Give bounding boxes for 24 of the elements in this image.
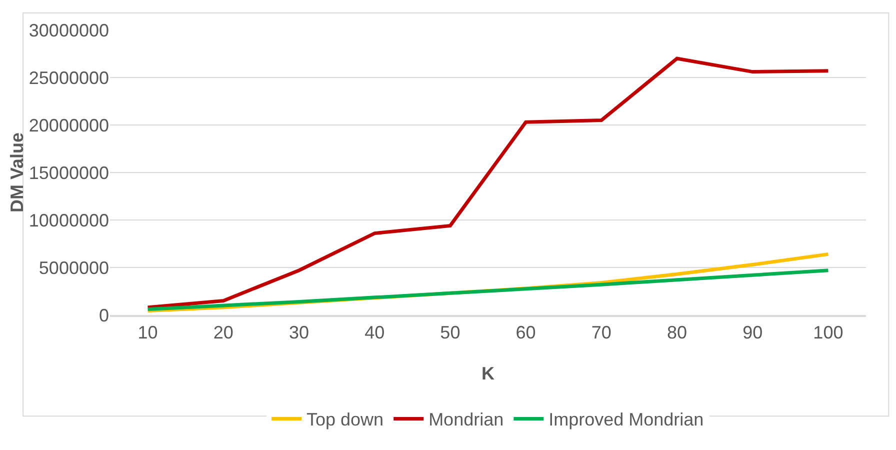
legend-label: Top down [306, 410, 384, 430]
y-tick-label: 20000000 [28, 115, 109, 136]
y-tick-label: 10000000 [28, 210, 109, 230]
y-tick-label: 15000000 [28, 162, 109, 183]
y-axis-title: DM Value [6, 132, 27, 213]
y-tick-label: 5000000 [38, 258, 109, 278]
x-tick-label: 60 [516, 322, 536, 342]
x-tick-label: 30 [288, 322, 310, 342]
x-tick-label: 100 [813, 322, 844, 342]
x-tick-label: 10 [138, 322, 158, 342]
y-tick-label: 25000000 [28, 68, 109, 88]
y-tick-label: 0 [98, 305, 109, 326]
x-tick-label: 40 [364, 322, 385, 342]
line-series [146, 56, 830, 310]
x-tick-label: 50 [440, 322, 460, 342]
legend-label: Mondrian [428, 410, 504, 430]
x-tick-label: 90 [742, 322, 763, 342]
legend-label: Improved Mondrian [548, 410, 704, 430]
y-tick-label: 30000000 [28, 20, 109, 40]
x-axis-title: K [482, 364, 494, 384]
line-series [146, 268, 830, 312]
x-tick-label: 70 [591, 322, 612, 342]
x-tick-label: 80 [666, 322, 688, 342]
x-tick-label: 20 [213, 322, 234, 342]
